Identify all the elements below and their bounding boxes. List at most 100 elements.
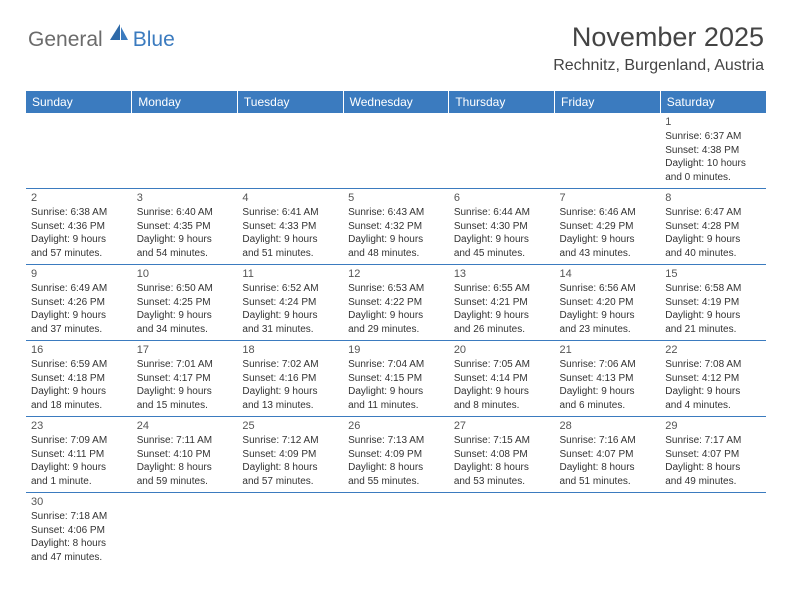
day-detail-line: Sunrise: 6:52 AM (242, 282, 338, 296)
day-detail-line: Daylight: 9 hours (560, 385, 656, 399)
day-detail-line: Sunrise: 7:05 AM (454, 358, 550, 372)
day-number: 30 (31, 496, 127, 508)
day-detail-line: Sunset: 4:10 PM (137, 448, 233, 462)
day-detail-line: Daylight: 9 hours (242, 385, 338, 399)
calendar-day-cell (660, 493, 766, 569)
calendar-day-cell (449, 113, 555, 189)
day-detail-line: Daylight: 8 hours (31, 537, 127, 551)
day-detail-line: and 40 minutes. (665, 247, 761, 261)
header: General Blue November 2025 Rechnitz, Bur… (0, 0, 792, 83)
day-number: 8 (665, 192, 761, 204)
day-detail-line: Sunset: 4:29 PM (560, 220, 656, 234)
calendar-day-cell (132, 113, 238, 189)
day-detail-line: Daylight: 9 hours (454, 309, 550, 323)
day-detail-line: Daylight: 8 hours (137, 461, 233, 475)
day-detail-line: Sunrise: 7:11 AM (137, 434, 233, 448)
day-detail-line: Sunset: 4:33 PM (242, 220, 338, 234)
title-block: November 2025 Rechnitz, Burgenland, Aust… (553, 22, 764, 75)
day-detail-line: Sunrise: 6:58 AM (665, 282, 761, 296)
day-detail-line: Daylight: 9 hours (137, 385, 233, 399)
day-number: 9 (31, 268, 127, 280)
day-detail-line: Sunrise: 6:44 AM (454, 206, 550, 220)
logo-text-general: General (28, 28, 103, 52)
day-detail-line: Daylight: 8 hours (242, 461, 338, 475)
weekday-header: Monday (132, 91, 238, 113)
calendar-day-cell (555, 493, 661, 569)
calendar-day-cell: 18Sunrise: 7:02 AMSunset: 4:16 PMDayligh… (237, 341, 343, 417)
calendar-day-cell: 27Sunrise: 7:15 AMSunset: 4:08 PMDayligh… (449, 417, 555, 493)
day-detail-line: Sunrise: 6:55 AM (454, 282, 550, 296)
day-detail-line: and 43 minutes. (560, 247, 656, 261)
day-detail-line: Daylight: 9 hours (242, 233, 338, 247)
day-detail-line: Sunset: 4:35 PM (137, 220, 233, 234)
calendar-day-cell: 4Sunrise: 6:41 AMSunset: 4:33 PMDaylight… (237, 189, 343, 265)
day-number: 12 (348, 268, 444, 280)
day-number: 11 (242, 268, 338, 280)
weekday-header: Sunday (26, 91, 132, 113)
day-number: 23 (31, 420, 127, 432)
day-detail-line: Sunset: 4:22 PM (348, 296, 444, 310)
day-detail-line: Sunset: 4:32 PM (348, 220, 444, 234)
calendar-day-cell: 7Sunrise: 6:46 AMSunset: 4:29 PMDaylight… (555, 189, 661, 265)
day-detail-line: and 11 minutes. (348, 399, 444, 413)
day-detail-line: Sunrise: 7:13 AM (348, 434, 444, 448)
day-detail-line: and 13 minutes. (242, 399, 338, 413)
day-detail-line: and 4 minutes. (665, 399, 761, 413)
day-detail-line: Sunrise: 7:06 AM (560, 358, 656, 372)
day-detail-line: Sunrise: 7:09 AM (31, 434, 127, 448)
calendar-day-cell: 22Sunrise: 7:08 AMSunset: 4:12 PMDayligh… (660, 341, 766, 417)
day-detail-line: Sunset: 4:12 PM (665, 372, 761, 386)
day-detail-line: Sunset: 4:17 PM (137, 372, 233, 386)
weekday-header: Saturday (660, 91, 766, 113)
day-detail-line: and 57 minutes. (242, 475, 338, 489)
day-detail-line: Daylight: 9 hours (31, 461, 127, 475)
day-number: 16 (31, 344, 127, 356)
day-detail-line: and 26 minutes. (454, 323, 550, 337)
day-detail-line: and 29 minutes. (348, 323, 444, 337)
day-detail-line: and 23 minutes. (560, 323, 656, 337)
weekday-header: Tuesday (237, 91, 343, 113)
day-detail-line: and 18 minutes. (31, 399, 127, 413)
day-detail-line: Sunset: 4:14 PM (454, 372, 550, 386)
calendar-day-cell: 12Sunrise: 6:53 AMSunset: 4:22 PMDayligh… (343, 265, 449, 341)
day-detail-line: Sunrise: 7:08 AM (665, 358, 761, 372)
day-detail-line: Sunrise: 7:04 AM (348, 358, 444, 372)
day-detail-line: and 6 minutes. (560, 399, 656, 413)
calendar-day-cell: 28Sunrise: 7:16 AMSunset: 4:07 PMDayligh… (555, 417, 661, 493)
day-detail-line: Daylight: 9 hours (348, 233, 444, 247)
day-detail-line: Sunset: 4:28 PM (665, 220, 761, 234)
day-detail-line: Daylight: 8 hours (560, 461, 656, 475)
day-detail-line: Sunrise: 6:46 AM (560, 206, 656, 220)
calendar-day-cell: 19Sunrise: 7:04 AMSunset: 4:15 PMDayligh… (343, 341, 449, 417)
calendar-day-cell: 6Sunrise: 6:44 AMSunset: 4:30 PMDaylight… (449, 189, 555, 265)
day-detail-line: Sunset: 4:25 PM (137, 296, 233, 310)
day-detail-line: and 51 minutes. (560, 475, 656, 489)
day-detail-line: and 51 minutes. (242, 247, 338, 261)
day-detail-line: Sunrise: 6:38 AM (31, 206, 127, 220)
day-number: 3 (137, 192, 233, 204)
day-detail-line: Sunrise: 6:59 AM (31, 358, 127, 372)
day-detail-line: Daylight: 9 hours (665, 385, 761, 399)
day-detail-line: Sunset: 4:07 PM (665, 448, 761, 462)
calendar-day-cell: 15Sunrise: 6:58 AMSunset: 4:19 PMDayligh… (660, 265, 766, 341)
calendar-day-cell (343, 493, 449, 569)
day-detail-line: and 1 minute. (31, 475, 127, 489)
day-detail-line: Sunrise: 6:53 AM (348, 282, 444, 296)
day-detail-line: Sunset: 4:30 PM (454, 220, 550, 234)
day-number: 29 (665, 420, 761, 432)
calendar-day-cell (132, 493, 238, 569)
day-detail-line: Sunrise: 6:40 AM (137, 206, 233, 220)
day-detail-line: Daylight: 9 hours (137, 233, 233, 247)
day-number: 25 (242, 420, 338, 432)
day-number: 14 (560, 268, 656, 280)
day-detail-line: Sunrise: 6:43 AM (348, 206, 444, 220)
calendar-day-cell: 26Sunrise: 7:13 AMSunset: 4:09 PMDayligh… (343, 417, 449, 493)
day-detail-line: Sunrise: 6:50 AM (137, 282, 233, 296)
calendar-day-cell (449, 493, 555, 569)
calendar-day-cell: 21Sunrise: 7:06 AMSunset: 4:13 PMDayligh… (555, 341, 661, 417)
day-detail-line: Sunset: 4:24 PM (242, 296, 338, 310)
day-detail-line: Sunset: 4:16 PM (242, 372, 338, 386)
day-detail-line: and 45 minutes. (454, 247, 550, 261)
day-number: 17 (137, 344, 233, 356)
day-detail-line: Sunrise: 6:49 AM (31, 282, 127, 296)
